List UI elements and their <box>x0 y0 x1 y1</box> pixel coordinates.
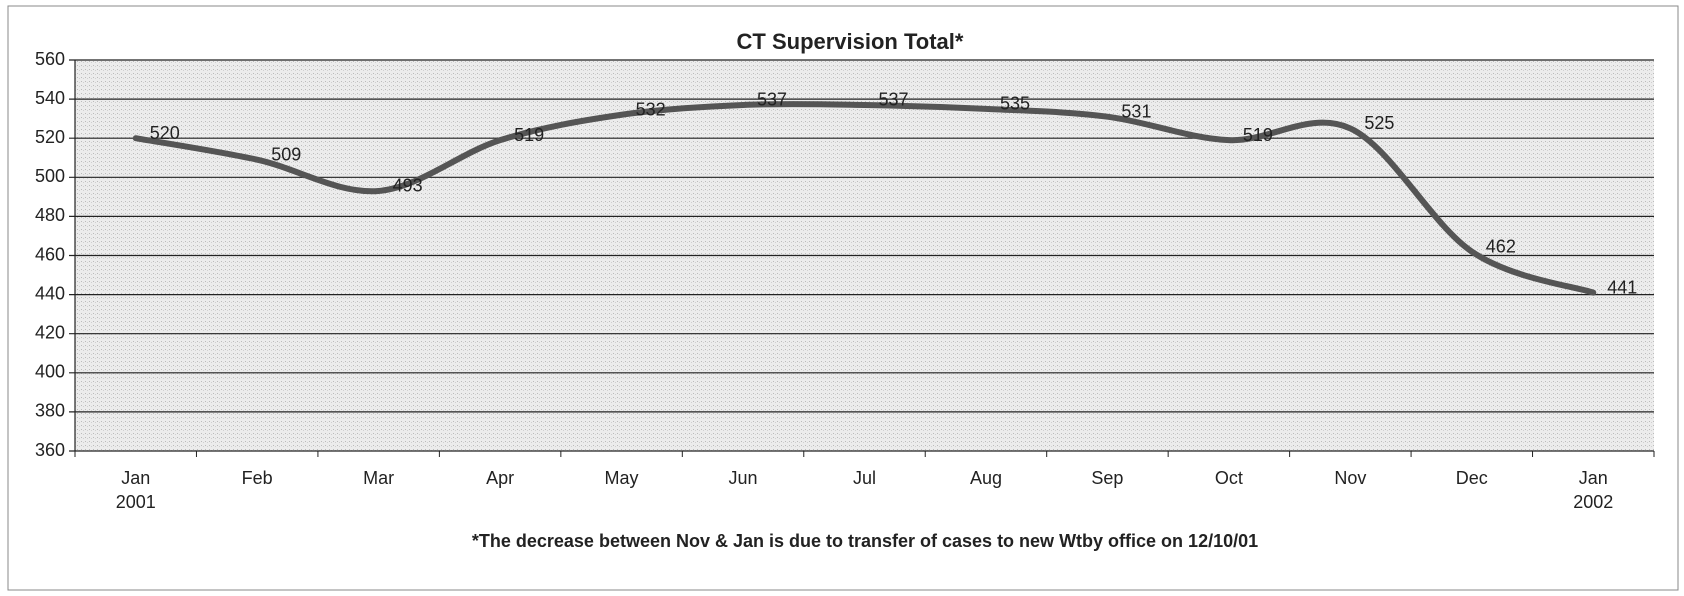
data-label: 462 <box>1486 236 1516 256</box>
data-label: 509 <box>271 144 301 164</box>
data-label: 519 <box>1243 125 1273 145</box>
x-tick-label: Sep <box>1091 468 1124 488</box>
x-tick-label: Oct <box>1214 468 1243 488</box>
frame <box>7 5 1679 591</box>
y-tick-label: 420 <box>35 322 65 342</box>
y-tick-label: 500 <box>35 166 65 186</box>
x-tick-label: Mar <box>363 468 395 488</box>
x-tick-label: May <box>604 468 639 488</box>
data-label: 535 <box>1000 94 1030 114</box>
x-tick-label: Apr <box>486 468 515 488</box>
x-tick-label: Dec <box>1455 468 1488 488</box>
y-tick-label: 460 <box>35 244 65 264</box>
y-tick-label: 400 <box>35 362 65 382</box>
y-tick-label: 380 <box>35 401 65 421</box>
y-tick-label: 360 <box>35 440 65 460</box>
x-tick-label: Jun <box>728 468 758 488</box>
y-tick-label: 520 <box>35 127 65 147</box>
y-tick-label: 560 <box>35 49 65 69</box>
x-tick-label: Feb <box>241 468 273 488</box>
data-label: 532 <box>636 99 666 119</box>
x-tick-label: Nov <box>1334 468 1367 488</box>
data-label: 537 <box>757 90 787 110</box>
chart-title: CT Supervision Total* <box>737 29 964 54</box>
x-tick-label: Jan 2002 <box>1573 468 1614 512</box>
footnote: *The decrease between Nov & Jan is due t… <box>472 531 1258 551</box>
y-tick-label: 440 <box>35 283 65 303</box>
x-tick-label: Jan 2001 <box>115 468 156 512</box>
y-tick-label: 540 <box>35 88 65 108</box>
data-label: 493 <box>393 176 423 196</box>
data-label: 441 <box>1607 277 1637 297</box>
x-tick-label: Jul <box>852 468 876 488</box>
data-label: 525 <box>1364 113 1394 133</box>
y-tick-label: 480 <box>35 205 65 225</box>
data-label: 531 <box>1121 101 1151 121</box>
line <box>132 101 1597 296</box>
data-label: 520 <box>150 123 180 143</box>
data-label: 537 <box>879 90 909 110</box>
data-label: 519 <box>514 125 544 145</box>
x-tick-label: Aug <box>969 468 1002 488</box>
